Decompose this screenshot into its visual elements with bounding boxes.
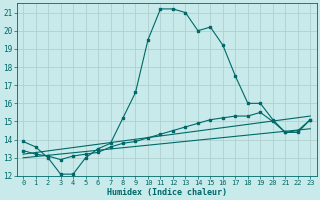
X-axis label: Humidex (Indice chaleur): Humidex (Indice chaleur)	[107, 188, 227, 197]
